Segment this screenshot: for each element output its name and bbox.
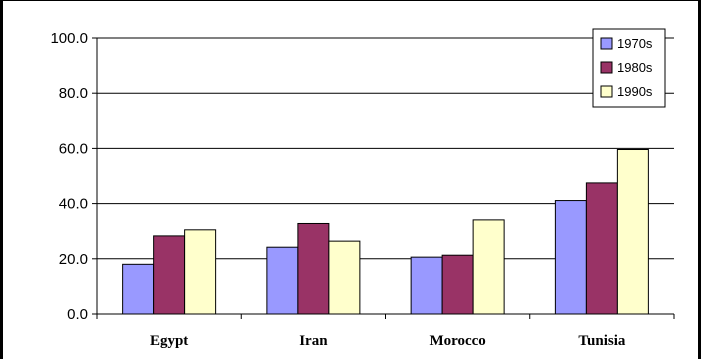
bar-morocco-1990s xyxy=(472,219,505,315)
legend: 1970s 1980s 1990s xyxy=(592,28,666,108)
x-category-label: Morocco xyxy=(429,333,485,349)
legend-label: 1980s xyxy=(617,60,653,75)
y-tick-label: 60.0 xyxy=(59,140,88,157)
axes: 0.0 20.0 40.0 60.0 80.0 100.0 Egypt Iran Morocco… xyxy=(50,30,675,349)
legend-swatch xyxy=(600,37,613,50)
bar-iran-1970s xyxy=(266,246,299,315)
bar-tunisia-1970s xyxy=(554,200,587,315)
bar-egypt-1970s xyxy=(122,263,155,315)
bar-morocco-1980s xyxy=(441,254,474,315)
bar-chart: 0.0 20.0 40.0 60.0 80.0 100.0 Egypt Iran Morocco… xyxy=(50,28,675,349)
bars xyxy=(122,149,649,315)
bar-morocco-1970s xyxy=(410,256,443,315)
bar-egypt-1980s xyxy=(153,235,186,315)
legend-label: 1990s xyxy=(617,84,653,99)
bar-iran-1980s xyxy=(297,222,330,315)
y-tick-label: 20.0 xyxy=(59,251,88,268)
y-tick-label: 100.0 xyxy=(50,30,88,47)
legend-label: 1970s xyxy=(617,36,653,51)
legend-swatch xyxy=(600,61,613,74)
bar-tunisia-1990s xyxy=(616,149,649,315)
bar-iran-1990s xyxy=(328,240,361,315)
legend-swatch xyxy=(600,85,613,98)
bar-tunisia-1980s xyxy=(585,182,618,315)
x-category-label: Egypt xyxy=(150,333,188,349)
x-category-label: Iran xyxy=(299,333,328,349)
x-category-label: Tunisia xyxy=(578,333,625,349)
bar-egypt-1990s xyxy=(184,229,217,315)
y-tick-label: 80.0 xyxy=(59,85,88,102)
y-tick-label: 40.0 xyxy=(59,196,88,213)
y-tick-label: 0.0 xyxy=(67,306,88,323)
